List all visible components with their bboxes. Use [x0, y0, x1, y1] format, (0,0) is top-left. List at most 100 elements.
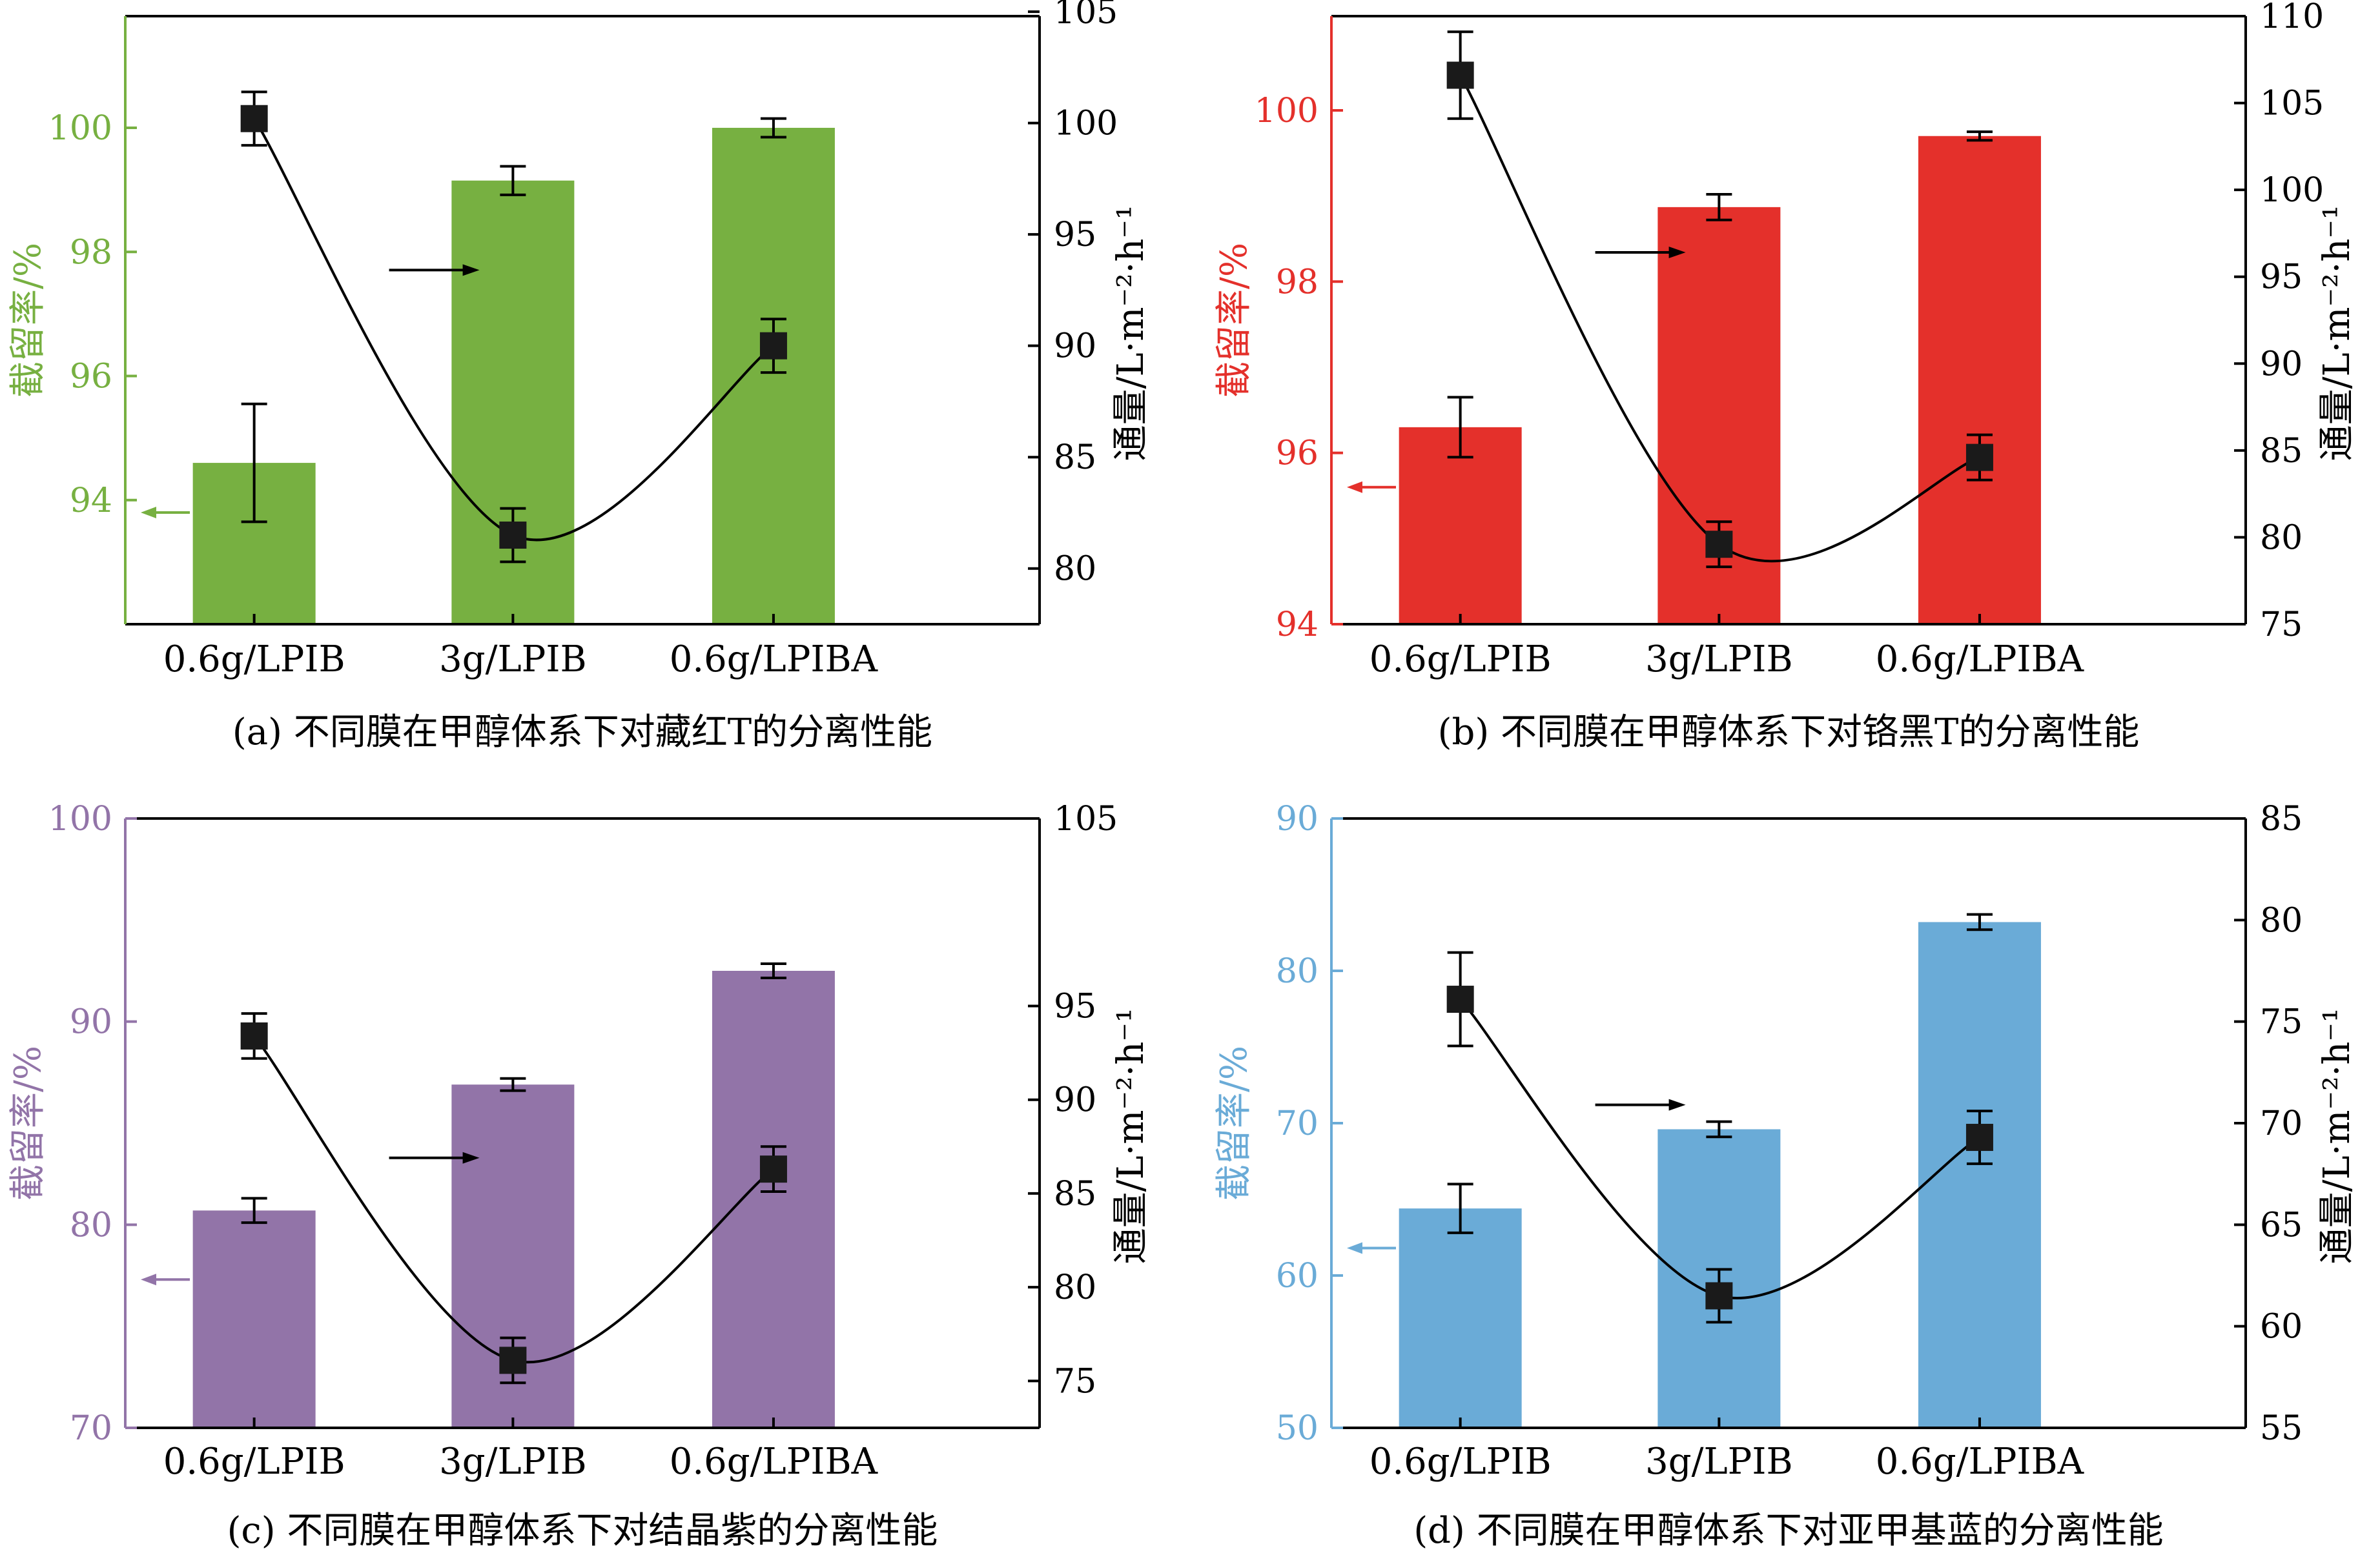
- right-tick-label-d-6: 85: [2260, 800, 2303, 838]
- flux-point-b-2: [1965, 443, 1993, 471]
- right-tick-label-b-1: 80: [2260, 518, 2303, 557]
- bar-error-d-0: [1447, 1183, 1473, 1234]
- right-tick-label-b-6: 105: [2260, 85, 2324, 123]
- left-tick-label-b-3: 100: [1255, 92, 1318, 130]
- right-axis-title-b: 通量/L·m⁻²·h⁻¹: [2316, 205, 2358, 462]
- bar-c-2: [712, 971, 835, 1428]
- flux-point-d-1: [1705, 1282, 1733, 1310]
- right-tick-label-a-0: 80: [1054, 550, 1096, 589]
- left-tick-label-c-1: 80: [70, 1206, 112, 1245]
- chart-a: 94 96 98 100 80 85 90 95 100 105 0.6g/LPIB 3g/LPIB 0…: [7, 0, 1152, 753]
- right-tick-label-a-3: 95: [1054, 216, 1096, 254]
- left-tick-label-b-2: 98: [1276, 263, 1318, 301]
- right-tick-label-c-5: 105: [1054, 800, 1118, 838]
- right-tick-label-b-3: 90: [2260, 345, 2303, 383]
- arrow-right-b: [1595, 247, 1686, 259]
- left-tick-label-d-3: 80: [1276, 952, 1318, 991]
- right-tick-label-b-5: 100: [2260, 171, 2324, 210]
- category-label-b-1: 3g/LPIB: [1645, 638, 1792, 680]
- left-tick-label-d-2: 70: [1276, 1104, 1318, 1143]
- bar-error-d-2: [1966, 913, 1993, 931]
- right-tick-label-a-5: 105: [1054, 0, 1118, 32]
- right-tick-label-a-2: 90: [1054, 327, 1096, 366]
- bar-error-b-2: [1966, 130, 1993, 142]
- arrow-left-a: [141, 506, 190, 518]
- bar-error-a-0: [241, 402, 267, 523]
- left-tick-label-d-1: 60: [1276, 1257, 1318, 1296]
- left-tick-label-a-2: 98: [70, 233, 112, 272]
- right-tick-label-a-4: 100: [1054, 105, 1118, 143]
- flux-point-b-0: [1446, 61, 1474, 89]
- bar-b-0: [1399, 427, 1522, 624]
- left-tick-label-a-1: 96: [70, 358, 112, 396]
- arrow-left-c: [141, 1274, 190, 1286]
- bar-error-d-1: [1706, 1120, 1732, 1139]
- caption-a: (a) 不同膜在甲醇体系下对藏红T的分离性能: [232, 711, 932, 753]
- flux-point-d-2: [1965, 1124, 1993, 1152]
- right-tick-label-d-2: 65: [2260, 1206, 2303, 1245]
- flux-point-b-1: [1705, 531, 1733, 558]
- bar-error-c-0: [241, 1197, 267, 1225]
- right-axis-title-a: 通量/L·m⁻²·h⁻¹: [1110, 205, 1152, 462]
- category-label-d-1: 3g/LPIB: [1645, 1441, 1792, 1483]
- left-tick-label-c-2: 90: [70, 1003, 112, 1042]
- category-label-c-0: 0.6g/LPIB: [163, 1441, 345, 1483]
- bar-error-b-0: [1447, 396, 1473, 459]
- left-tick-label-a-3: 100: [48, 109, 112, 148]
- flux-point-c-2: [759, 1155, 787, 1183]
- arrow-right-a: [389, 264, 480, 276]
- bar-error-c-1: [500, 1077, 526, 1092]
- bar-error-a-1: [500, 165, 526, 196]
- right-tick-label-c-0: 75: [1054, 1362, 1096, 1401]
- bar-d-2: [1918, 922, 2041, 1428]
- left-tick-label-a-0: 94: [70, 482, 112, 520]
- chart-c: 70 80 90 100 75 80 85 90 95 105 0.6g/LPIB 3g/LPIB 0.…: [7, 800, 1152, 1552]
- right-tick-label-b-0: 75: [2260, 605, 2303, 644]
- caption-c: (c) 不同膜在甲醇体系下对结晶紫的分离性能: [227, 1510, 938, 1552]
- bar-error-a-2: [760, 117, 786, 139]
- right-axis-title-d: 通量/L·m⁻²·h⁻¹: [2316, 1008, 2358, 1265]
- arrow-right-d: [1595, 1099, 1686, 1111]
- category-label-d-2: 0.6g/LPIBA: [1876, 1441, 2084, 1483]
- left-tick-label-c-0: 70: [70, 1409, 112, 1448]
- right-tick-label-a-1: 85: [1054, 438, 1096, 477]
- flux-point-c-0: [240, 1022, 268, 1050]
- right-tick-label-d-4: 75: [2260, 1003, 2303, 1042]
- bar-error-c-2: [760, 962, 786, 980]
- bar-d-0: [1399, 1208, 1522, 1428]
- flux-point-a-0: [240, 105, 268, 132]
- right-tick-label-b-7: 110: [2260, 0, 2324, 36]
- category-label-a-0: 0.6g/LPIB: [163, 638, 345, 680]
- flux-point-a-2: [759, 332, 787, 360]
- right-tick-label-b-4: 95: [2260, 258, 2303, 297]
- caption-b: (b) 不同膜在甲醇体系下对铬黑T的分离性能: [1438, 711, 2140, 753]
- left-axis-title-d: 截留率/%: [1213, 1046, 1255, 1201]
- left-tick-label-d-4: 90: [1276, 800, 1318, 838]
- right-tick-label-c-2: 85: [1054, 1175, 1096, 1214]
- bar-error-b-1: [1706, 192, 1732, 221]
- right-axis-title-c: 通量/L·m⁻²·h⁻¹: [1110, 1008, 1152, 1265]
- flux-point-c-1: [499, 1347, 527, 1374]
- category-label-d-0: 0.6g/LPIB: [1370, 1441, 1552, 1483]
- left-axis-title-c: 截留率/%: [7, 1046, 49, 1201]
- category-label-a-1: 3g/LPIB: [439, 638, 586, 680]
- left-tick-label-c-3: 100: [48, 800, 112, 838]
- flux-line-b: [1459, 74, 1980, 563]
- right-tick-label-c-3: 90: [1054, 1081, 1096, 1120]
- right-tick-label-c-1: 80: [1054, 1268, 1096, 1307]
- bar-b-2: [1918, 136, 2041, 625]
- left-tick-label-d-0: 50: [1276, 1409, 1318, 1448]
- chart-b: 94 96 98 100 75 80 85 90 95 100 105 110 0.6g/LPIB 3g/…: [1213, 0, 2358, 753]
- left-tick-label-b-0: 94: [1276, 605, 1318, 644]
- right-tick-label-d-3: 70: [2260, 1104, 2303, 1143]
- flux-point-d-0: [1446, 986, 1474, 1013]
- right-tick-label-d-1: 60: [2260, 1308, 2303, 1347]
- category-label-b-0: 0.6g/LPIB: [1370, 638, 1552, 680]
- arrow-left-b: [1347, 481, 1396, 493]
- right-tick-label-b-2: 85: [2260, 432, 2303, 471]
- chart-d: 50 60 70 80 90 55 60 65 70 75 80 85 0.6g/LPIB 3g/LPIB…: [1213, 800, 2358, 1552]
- caption-d: (d) 不同膜在甲醇体系下对亚甲基蓝的分离性能: [1413, 1510, 2163, 1552]
- arrow-left-d: [1347, 1242, 1396, 1254]
- category-label-a-2: 0.6g/LPIBA: [670, 638, 878, 680]
